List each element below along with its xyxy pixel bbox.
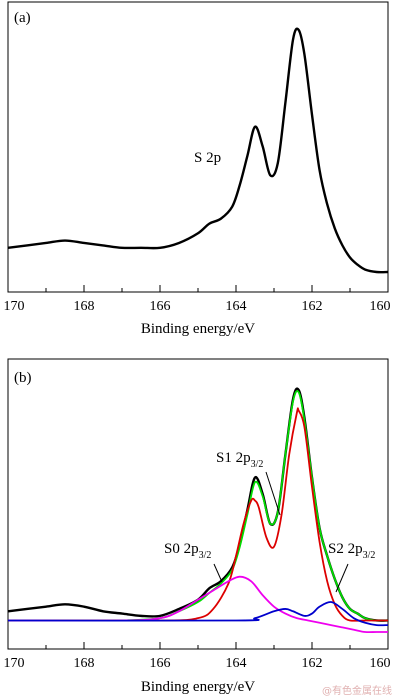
x-tick-label: 160 (370, 656, 391, 671)
panel-b-plot (7, 387, 389, 634)
x-tick-label: 166 (150, 299, 171, 314)
spectrum-line (7, 27, 389, 274)
s1-label: S1 2p3/2 (216, 450, 263, 470)
panel-a-plot (7, 27, 389, 274)
x-tick-label: 160 (370, 299, 391, 314)
s2p-annotation: S 2p (194, 150, 221, 166)
fit-envelope-line (7, 390, 389, 622)
x-tick-label: 164 (226, 299, 247, 314)
s2-peak-line (7, 601, 389, 627)
s2-pointer (335, 563, 349, 593)
x-tick-label: 162 (302, 656, 323, 671)
panel-a-ticks (7, 285, 389, 292)
panel-a-xlabel: Binding energy/eV (141, 321, 255, 337)
x-tick-label: 166 (150, 656, 171, 671)
panel-b-xlabel: Binding energy/eV (141, 679, 255, 695)
s2-label: S2 2p3/2 (328, 541, 375, 561)
s0-pointer (213, 563, 223, 583)
panel-b-label: (b) (14, 370, 32, 386)
watermark: @有色金属在线 (322, 686, 392, 697)
panel-a: (a) 170 168 166 164 162 160 Binding energy/eV… (4, 1, 391, 337)
x-tick-label: 170 (4, 299, 25, 314)
s0-label: S0 2p3/2 (164, 541, 211, 561)
x-tick-label: 162 (302, 299, 323, 314)
s1-pointer (265, 471, 281, 516)
panel-b-tick-labels: 170 168 166 164 162 160 (4, 656, 391, 671)
x-tick-label: 170 (4, 656, 25, 671)
s1-peak-line (7, 407, 388, 622)
x-tick-label: 168 (74, 656, 95, 671)
panel-b-ticks (7, 642, 389, 649)
panel-a-label: (a) (14, 10, 31, 26)
panel-a-tick-labels: 170 168 166 164 162 160 (4, 299, 391, 314)
s0-peak-line (7, 575, 388, 634)
x-tick-label: 164 (226, 656, 247, 671)
x-tick-label: 168 (74, 299, 95, 314)
panel-b: (b) 170 168 166 164 162 160 Binding energy/eV… (4, 358, 391, 695)
raw-spectrum-line (7, 387, 389, 622)
panel-a-frame (7, 1, 389, 293)
